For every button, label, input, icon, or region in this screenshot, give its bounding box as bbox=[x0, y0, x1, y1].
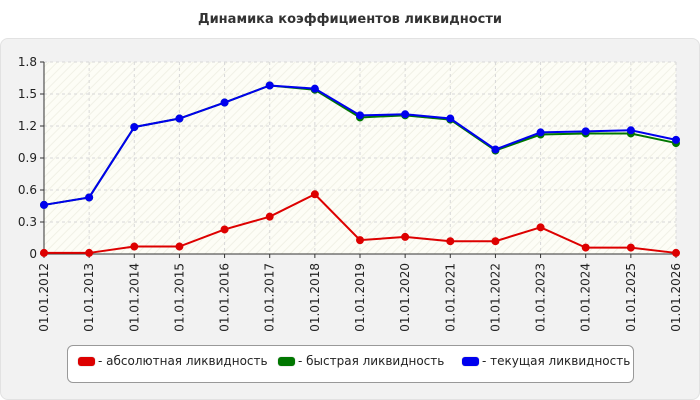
legend-item-1: - быстрая ликвидность bbox=[278, 354, 444, 368]
legend-swatch bbox=[278, 356, 295, 366]
series-0-point bbox=[310, 190, 319, 199]
y-tick-label: 0.9 bbox=[18, 151, 37, 165]
x-tick-label: 01.01.2014 bbox=[127, 263, 141, 332]
series-2-point bbox=[672, 135, 680, 144]
series-0-point bbox=[40, 248, 48, 257]
legend-swatch bbox=[462, 356, 479, 366]
series-0-point bbox=[265, 212, 274, 221]
series-2-point bbox=[536, 128, 545, 137]
series-0-point bbox=[491, 237, 500, 246]
x-tick-label: 01.01.2022 bbox=[488, 263, 502, 332]
x-tick-label: 01.01.2018 bbox=[308, 263, 322, 332]
series-2-point bbox=[401, 110, 410, 119]
legend-label: - абсолютная ликвидность bbox=[98, 354, 268, 368]
x-tick-label: 01.01.2023 bbox=[534, 263, 548, 332]
series-0-point bbox=[626, 243, 635, 252]
series-0-point bbox=[85, 248, 94, 257]
x-tick-label: 01.01.2024 bbox=[579, 263, 593, 332]
x-tick-label: 01.01.2017 bbox=[263, 263, 277, 332]
chart-title: Динамика коэффициентов ликвидности bbox=[198, 12, 502, 27]
legend-item-0: - абсолютная ликвидность bbox=[78, 354, 268, 368]
x-tick-label: 01.01.2012 bbox=[37, 263, 51, 332]
series-0-point bbox=[672, 248, 680, 257]
x-tick-label: 01.01.2020 bbox=[398, 263, 412, 332]
series-0-point bbox=[536, 223, 545, 232]
x-tick-label: 01.01.2016 bbox=[218, 263, 232, 332]
series-0-point bbox=[401, 232, 410, 241]
legend-swatch bbox=[78, 356, 95, 366]
series-2-point bbox=[446, 114, 455, 123]
series-0-point bbox=[220, 225, 229, 234]
series-2-point bbox=[130, 123, 139, 132]
x-tick-label: 01.01.2013 bbox=[82, 263, 96, 332]
y-tick-label: 1.2 bbox=[18, 119, 37, 133]
legend-label: - текущая ликвидность bbox=[482, 354, 631, 368]
x-tick-label: 01.01.2021 bbox=[443, 263, 457, 332]
x-tick-label: 01.01.2015 bbox=[172, 263, 186, 332]
series-0-point bbox=[356, 236, 364, 245]
series-2-point bbox=[220, 98, 229, 107]
y-tick-label: 0 bbox=[29, 247, 37, 261]
y-tick-label: 1.5 bbox=[18, 87, 37, 101]
series-0-point bbox=[581, 243, 590, 252]
series-2-point bbox=[581, 127, 590, 136]
x-tick-label: 01.01.2025 bbox=[624, 263, 638, 332]
series-2-point bbox=[491, 145, 500, 154]
series-2-point bbox=[356, 111, 364, 120]
y-tick-label: 1.8 bbox=[18, 55, 37, 69]
series-2-point bbox=[265, 81, 274, 90]
series-2-point bbox=[626, 126, 635, 135]
series-2-point bbox=[310, 84, 319, 93]
series-2-point bbox=[40, 200, 48, 209]
y-tick-label: 0.3 bbox=[18, 215, 37, 229]
series-0-point bbox=[175, 242, 184, 251]
series-0-point bbox=[446, 237, 455, 246]
series-2-point bbox=[85, 193, 94, 202]
series-2-point bbox=[175, 114, 184, 123]
legend-item-2: - текущая ликвидность bbox=[462, 354, 630, 368]
x-tick-label: 01.01.2026 bbox=[669, 263, 683, 332]
legend-label: - быстрая ликвидность bbox=[298, 354, 445, 368]
x-tick-label: 01.01.2019 bbox=[353, 263, 367, 332]
series-0-point bbox=[130, 242, 139, 251]
legend: - абсолютная ликвидность - быстрая ликвид… bbox=[67, 345, 634, 383]
y-tick-label: 0.6 bbox=[18, 183, 37, 197]
